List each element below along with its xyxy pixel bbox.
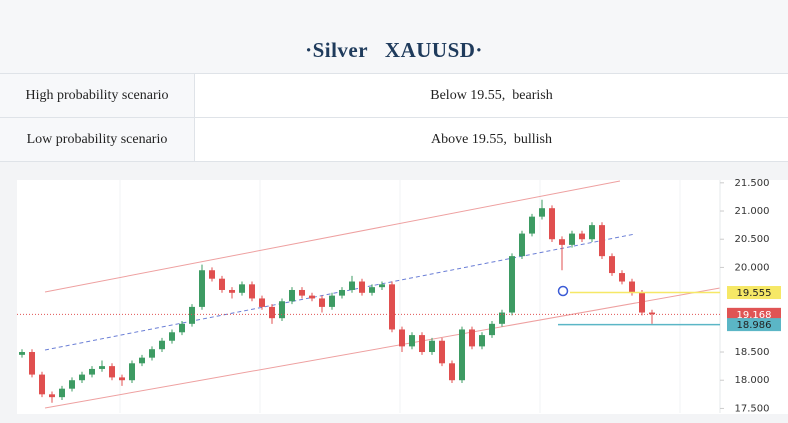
- candle-body: [539, 208, 545, 217]
- candle-body: [159, 340, 165, 350]
- channel-mid: [44, 233, 636, 351]
- candle-body: [499, 312, 505, 324]
- candle-body: [549, 208, 555, 240]
- channel-lower: [44, 287, 721, 409]
- candle-body: [229, 289, 235, 293]
- candle-body: [439, 340, 445, 364]
- candle-body: [429, 340, 435, 353]
- candle-body: [369, 287, 375, 293]
- candle-body: [129, 363, 135, 381]
- candle-body: [329, 295, 335, 307]
- candle-body: [109, 366, 115, 378]
- candle-body: [49, 394, 55, 398]
- candle-body: [179, 323, 185, 333]
- grid: [119, 180, 681, 413]
- candle-body: [169, 332, 175, 341]
- candle-body: [399, 329, 405, 347]
- y-tick-label: 21.000: [735, 206, 770, 217]
- candle-body: [599, 225, 605, 257]
- candle-body: [119, 377, 125, 381]
- candle-body: [379, 284, 385, 288]
- candle-body: [19, 352, 25, 355]
- candle-body: [189, 306, 195, 324]
- candle-body: [39, 374, 45, 395]
- channel-upper: [44, 180, 621, 293]
- candle-body: [639, 292, 645, 313]
- candle-body: [59, 388, 65, 398]
- price-label: 19.555: [737, 288, 772, 299]
- candle-body: [509, 256, 515, 313]
- candle-body: [479, 335, 485, 347]
- candle-body: [319, 298, 325, 307]
- y-tick-label: 18.500: [735, 347, 770, 358]
- candle-body: [99, 366, 105, 369]
- candle-body: [199, 270, 205, 307]
- table-row: High probability scenario Below 19.55, b…: [0, 74, 788, 118]
- title: ·Silver XAUUSD·: [305, 38, 483, 62]
- candle-body: [29, 352, 35, 375]
- candle-body: [209, 270, 215, 279]
- candle-body: [519, 233, 525, 257]
- cell: Low probability scenario: [0, 118, 195, 161]
- y-tick-label: 20.000: [735, 262, 770, 273]
- candle-body: [269, 306, 275, 319]
- price-tag: [727, 318, 781, 332]
- candle-body: [309, 295, 315, 299]
- cell: Above 19.55, bullish: [431, 132, 552, 147]
- candle-body: [289, 289, 295, 302]
- candle-body: [239, 284, 245, 293]
- header: ·Silver XAUUSD·: [0, 0, 788, 74]
- y-tick-label: 18.000: [735, 375, 770, 386]
- candle-body: [359, 281, 365, 293]
- candle-body: [299, 289, 305, 296]
- candle-body: [389, 284, 395, 330]
- candle-body: [569, 233, 575, 245]
- candle-body: [609, 256, 615, 274]
- candle-body: [409, 335, 415, 347]
- candle-body: [619, 273, 625, 282]
- price-tag: [727, 307, 781, 321]
- cell: Below 19.55, bearish: [430, 88, 553, 103]
- y-tick-label: 20.500: [735, 234, 770, 245]
- candle-body: [579, 233, 585, 240]
- candle-body: [279, 301, 285, 319]
- chart-bg: [17, 180, 788, 414]
- candle-body: [649, 312, 655, 315]
- candle-body: [259, 298, 265, 307]
- marker: [557, 285, 569, 297]
- candle-body: [89, 368, 95, 375]
- candle-body: [349, 281, 355, 290]
- candle-body: [559, 239, 565, 245]
- candle-body: [79, 374, 85, 381]
- candle-body: [589, 225, 595, 240]
- price-label: 19.168: [737, 310, 772, 321]
- cell: High probability scenario: [0, 74, 195, 117]
- candle-body: [249, 284, 255, 299]
- candle-body: [449, 363, 455, 381]
- candle-body: [489, 323, 495, 336]
- candle-body: [149, 349, 155, 358]
- table-row: Low probability scenario Above 19.55, bu…: [0, 118, 788, 162]
- candle-body: [529, 216, 535, 234]
- candle-body: [139, 357, 145, 364]
- candle-body: [459, 329, 465, 381]
- candle-body: [69, 380, 75, 389]
- price-label: 18.986: [737, 320, 772, 331]
- candle-body: [219, 278, 225, 290]
- candle-body: [629, 281, 635, 293]
- price-tag: [727, 286, 781, 300]
- candle-body: [419, 335, 425, 353]
- y-tick-label: 21.500: [735, 178, 770, 189]
- candle-body: [339, 289, 345, 296]
- candle-body: [469, 329, 475, 347]
- y-tick-label: 17.500: [735, 403, 770, 414]
